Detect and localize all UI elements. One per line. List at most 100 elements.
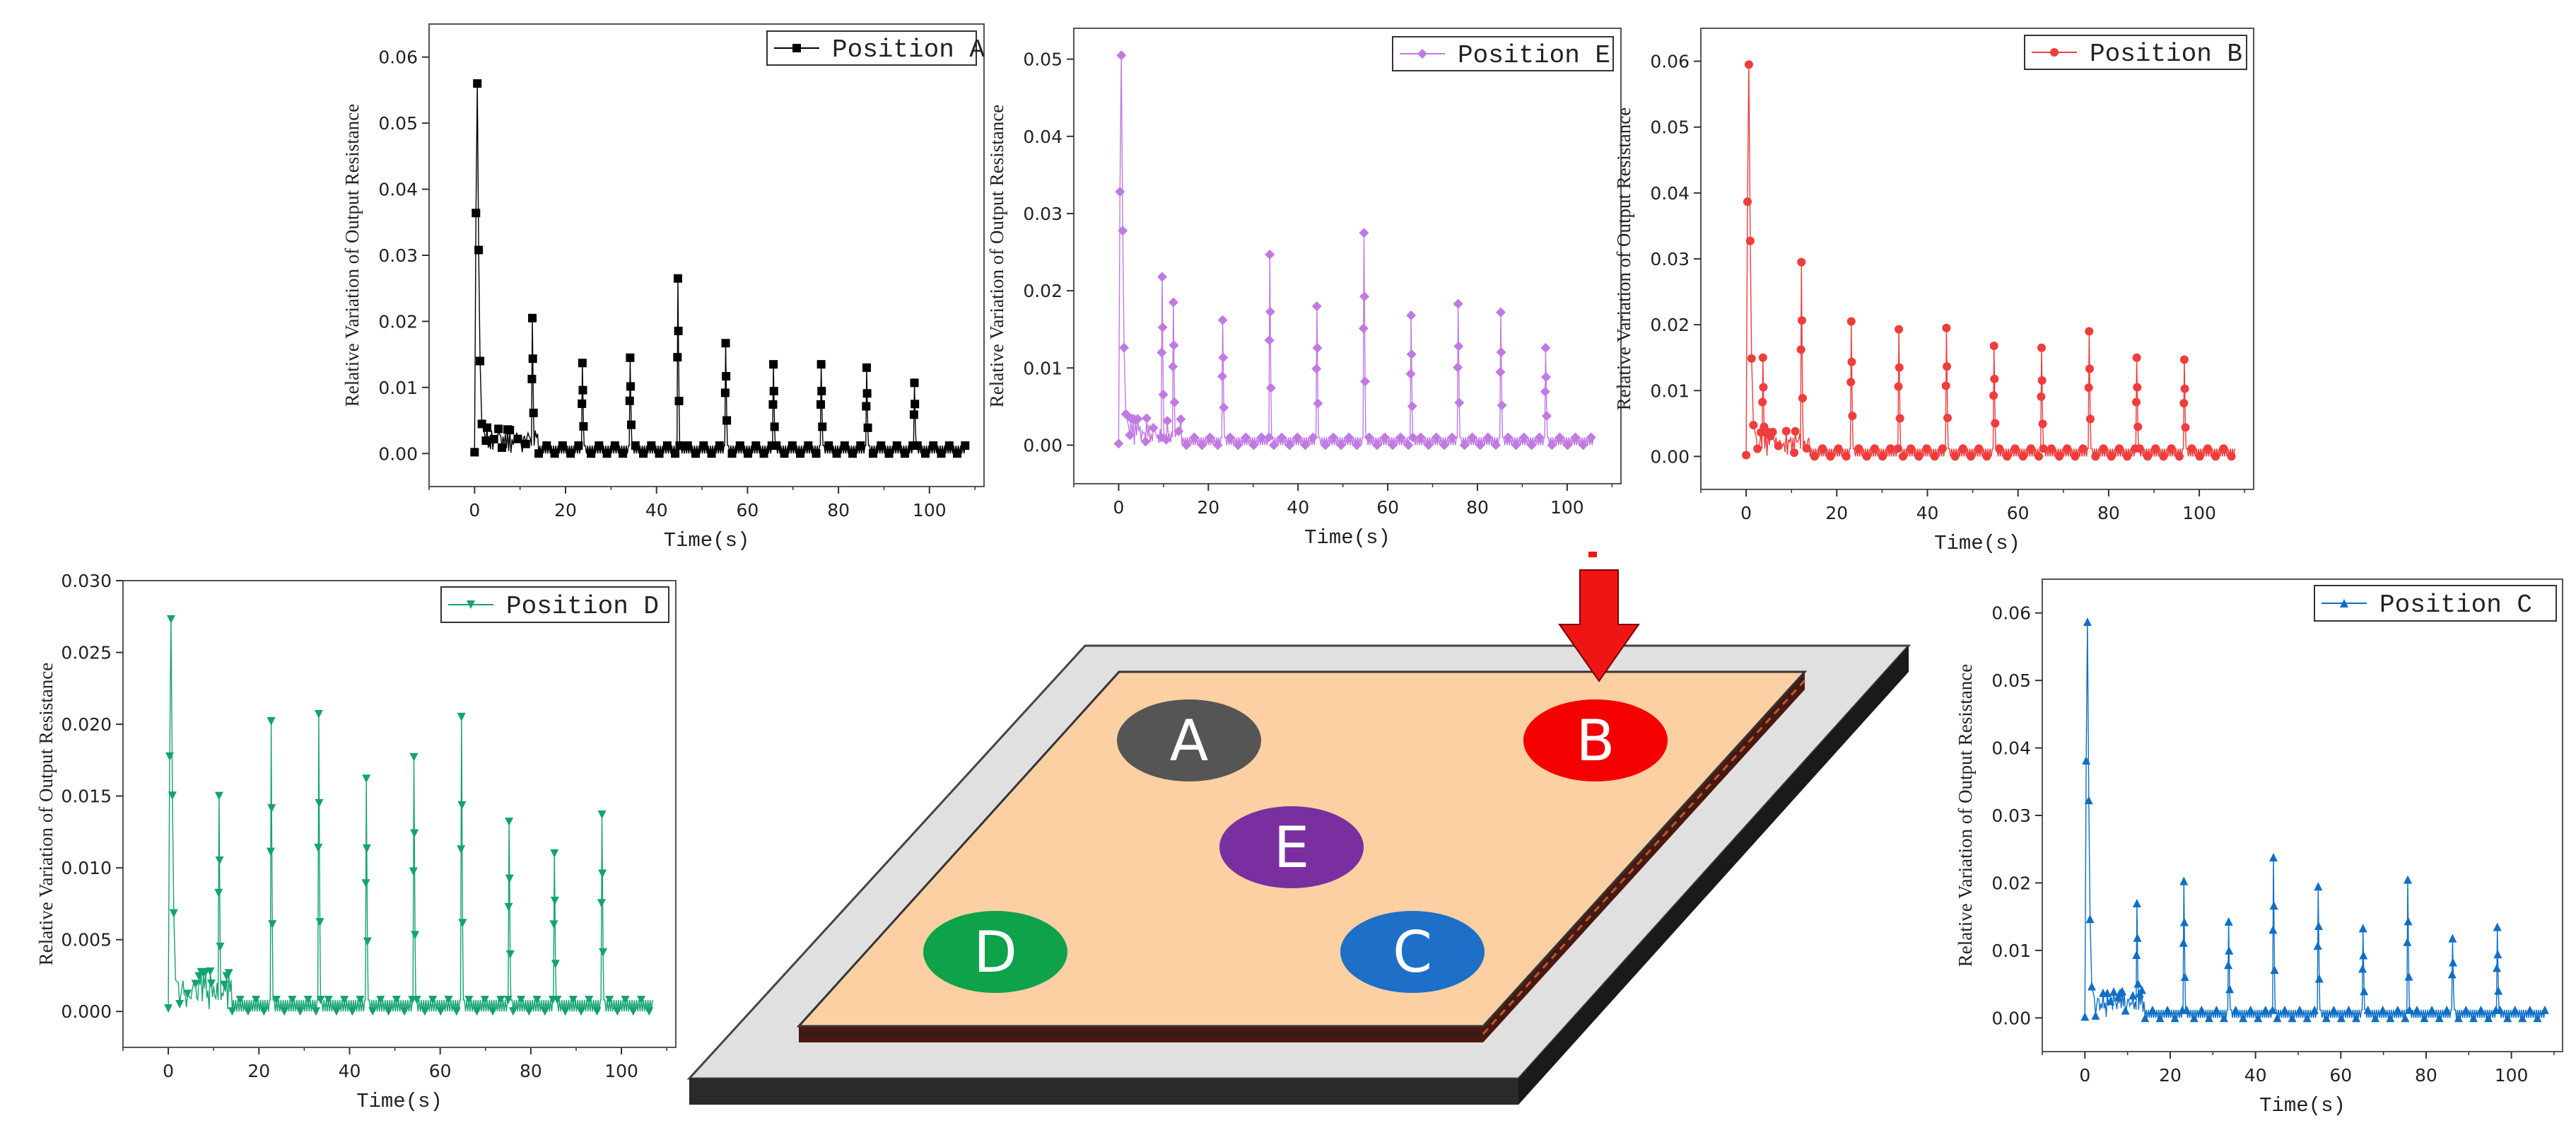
data-point [528, 354, 537, 364]
data-point [2035, 452, 2044, 461]
data-point [2118, 987, 2127, 996]
data-point [1846, 317, 1856, 326]
data-point [1312, 342, 1323, 353]
data-point [818, 422, 827, 431]
data-point [2133, 383, 2142, 392]
data-point [1467, 432, 1477, 443]
data-point [2078, 444, 2088, 453]
data-point [1116, 50, 1127, 61]
data-point [647, 441, 656, 450]
x-tick-label: 0 [1740, 503, 1752, 523]
data-point [2493, 950, 2502, 959]
data-point [542, 441, 551, 450]
data-point [937, 449, 946, 458]
spot-c [1340, 911, 1485, 993]
data-point [944, 441, 954, 450]
data-point [169, 909, 178, 918]
series-line [168, 619, 653, 1012]
data-point [913, 441, 922, 450]
data-point [483, 423, 492, 432]
x-axis-title: Time(s) [356, 1090, 443, 1113]
data-point [1308, 432, 1318, 443]
data-point [480, 995, 489, 1004]
data-point [1115, 187, 1125, 197]
data-point [1540, 342, 1551, 353]
data-point [961, 441, 970, 450]
data-point [1854, 444, 1863, 453]
data-point [1541, 372, 1552, 383]
data-point [505, 426, 515, 435]
legend: Position D [440, 586, 669, 623]
data-point [1826, 452, 1835, 461]
data-point [1352, 440, 1362, 450]
spot-label-e: E [1274, 815, 1310, 880]
data-point [2358, 964, 2367, 973]
data-point [166, 615, 175, 624]
data-point [2133, 933, 2142, 942]
data-point [862, 363, 871, 372]
y-tick-label: 0.04 [1023, 127, 1062, 147]
y-tick-label: 0.04 [1650, 183, 1690, 204]
x-tick-label: 0 [163, 1061, 174, 1081]
data-point [1148, 423, 1159, 434]
data-point [2026, 444, 2035, 453]
data-point [1157, 322, 1168, 332]
spot-a [1117, 699, 1261, 781]
data-point [587, 449, 596, 458]
data-point [2533, 1013, 2542, 1023]
data-point [1995, 444, 2004, 453]
data-point [1217, 371, 1227, 382]
x-tick-label: 40 [645, 500, 668, 521]
data-point [1745, 236, 1755, 245]
data-point [2358, 924, 2367, 933]
data-point [1586, 432, 1596, 443]
data-point [2494, 986, 2503, 995]
data-point [540, 1007, 549, 1016]
data-point [832, 449, 841, 458]
data-point [1268, 440, 1279, 450]
y-axis-title: Relative Variation of Output Resistance [341, 104, 363, 407]
data-point [206, 967, 215, 976]
data-point [1744, 60, 1753, 69]
data-point [2310, 1005, 2319, 1014]
data-point [892, 441, 901, 450]
x-tick-label: 80 [2097, 503, 2120, 523]
data-point [1454, 397, 1465, 408]
data-point [1810, 452, 1819, 461]
data-point [1264, 335, 1275, 346]
data-point [2525, 1005, 2534, 1014]
data-point [1162, 416, 1173, 426]
data-point [1405, 368, 1416, 379]
data-point [2038, 419, 2047, 429]
data-point [585, 995, 594, 1004]
data-point [1570, 432, 1581, 443]
data-point [1241, 432, 1251, 443]
data-point [2302, 1013, 2312, 1023]
data-point [1158, 390, 1169, 400]
data-point [1475, 440, 1485, 450]
data-point [1161, 434, 1171, 445]
y-tick-label: 0.02 [1650, 315, 1690, 335]
data-point [1453, 298, 1463, 309]
data-point [2063, 444, 2072, 453]
data-point [2148, 1005, 2157, 1014]
data-point [2085, 414, 2095, 424]
data-point [1950, 452, 1960, 461]
data-point [2261, 1005, 2270, 1014]
data-point [1578, 440, 1588, 450]
legend-label: Position E [1458, 41, 1610, 70]
data-point [268, 920, 277, 929]
data-point [228, 1007, 237, 1016]
data-point [1943, 362, 1952, 371]
data-point [2099, 444, 2108, 453]
data-point [1967, 452, 1976, 461]
data-point [2495, 1005, 2505, 1014]
frame-front [689, 1078, 1518, 1105]
data-point [2085, 327, 2094, 336]
data-point [2314, 921, 2323, 931]
data-point [2037, 392, 2046, 401]
data-point [2180, 384, 2189, 393]
data-point [504, 902, 513, 912]
series-line [2084, 622, 2546, 1018]
data-point [2239, 1013, 2248, 1023]
